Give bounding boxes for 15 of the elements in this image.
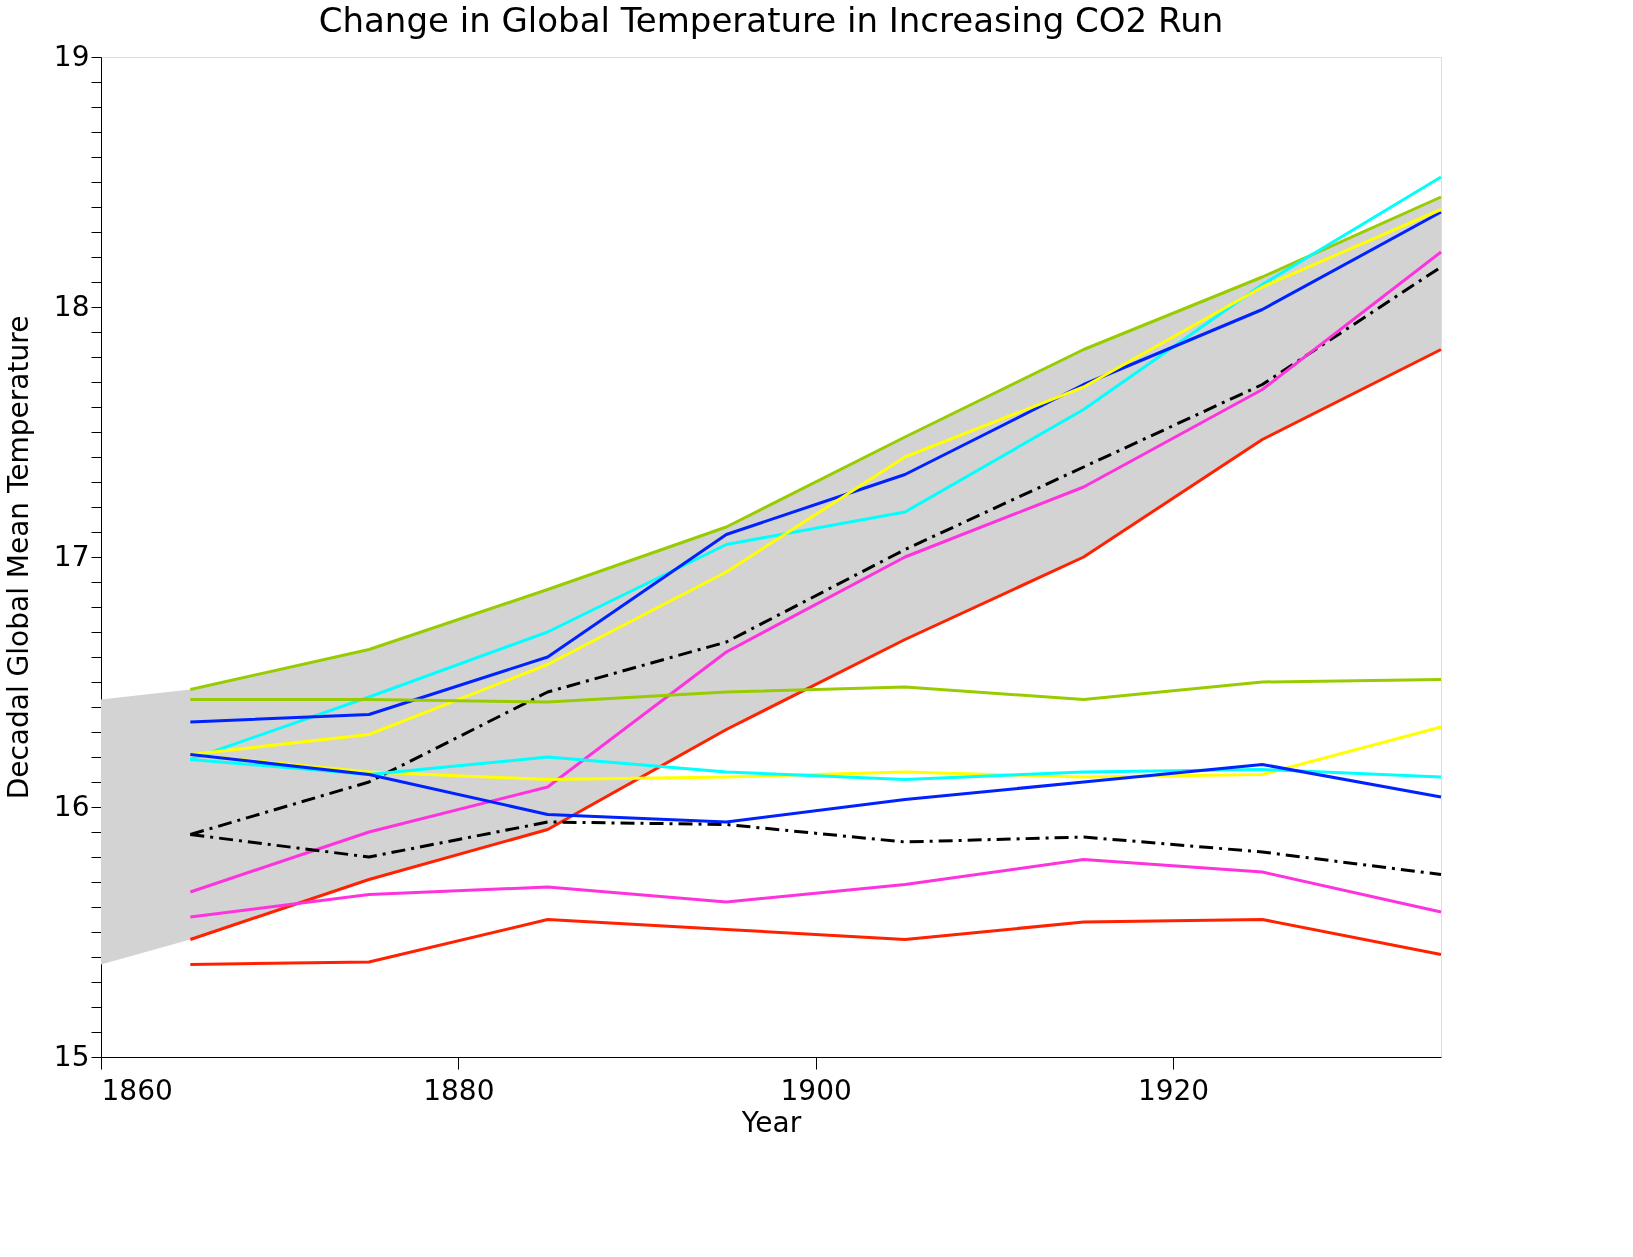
y-tick-label: 16 [53, 789, 90, 823]
y-tick-label: 18 [53, 289, 90, 323]
x-tick-label: 1920 [1137, 1073, 1210, 1107]
y-tick-label: 15 [53, 1039, 90, 1073]
chart-title: Change in Global Temperature in Increasing CO2 Run [318, 0, 1224, 40]
line-series [188, 858, 1443, 919]
x-tick-label: 1880 [423, 1073, 495, 1107]
line-series [188, 918, 1443, 966]
x-tick-label: 1860 [101, 1073, 173, 1107]
y-axis-title: Decadal Global Mean Temperature [1, 315, 35, 800]
y-tick-label: 19 [53, 39, 90, 73]
x-axis-title: Year [740, 1105, 802, 1139]
y-tick-label: 17 [53, 539, 90, 573]
line-series [188, 678, 1443, 704]
x-tick-label: 1900 [780, 1073, 852, 1107]
